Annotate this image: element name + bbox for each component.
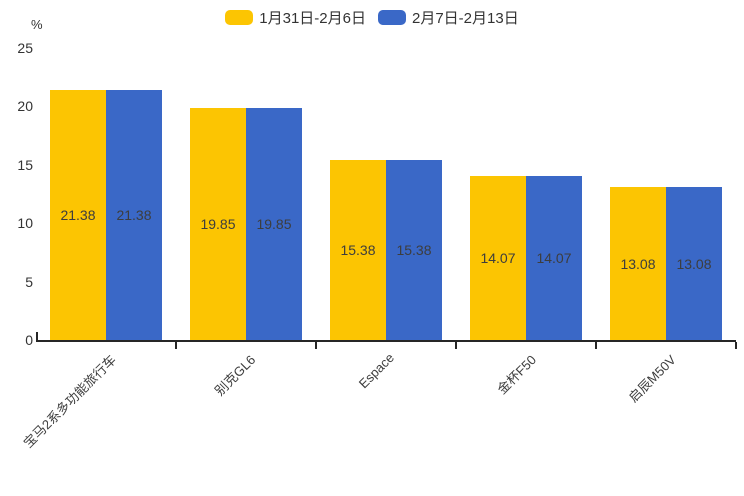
bar-value-label: 21.38	[116, 207, 152, 224]
bar-value-label: 15.38	[396, 242, 432, 259]
legend-item-2[interactable]: 2月7日-2月13日	[378, 7, 519, 28]
y-axis-tick-label: 25	[17, 40, 33, 56]
bar-value-label: 15.38	[340, 242, 376, 259]
x-axis-tick	[175, 342, 177, 349]
legend-swatch-icon	[378, 10, 406, 25]
y-axis-tick-label: 5	[25, 273, 33, 290]
bar-启辰M50V-series2: 13.08	[666, 187, 722, 340]
legend-item-1[interactable]: 1月31日-2月6日	[225, 7, 366, 28]
bar-Espace-series1: 15.38	[330, 160, 386, 340]
bar-金杯F50-series2: 14.07	[526, 175, 582, 340]
bar-value-label: 13.08	[620, 255, 656, 272]
bar-value-label: 19.85	[256, 216, 292, 233]
y-axis-tick-label: 10	[17, 215, 33, 232]
bar-宝马2系多功能旅行车-series1: 21.38	[50, 90, 106, 340]
bar-value-label: 13.08	[676, 255, 712, 272]
y-axis-line	[36, 332, 38, 341]
legend: 1月31日-2月6日 2月7日-2月13日	[0, 7, 744, 28]
bar-宝马2系多功能旅行车-series2: 21.38	[106, 90, 162, 340]
legend-swatch-icon	[225, 10, 254, 25]
bar-别克GL6-series2: 19.85	[246, 108, 302, 340]
x-axis-tick	[455, 342, 457, 349]
x-axis-tick	[315, 342, 317, 349]
bar-value-label: 14.07	[480, 249, 516, 266]
y-axis-tick-label: 15	[17, 156, 33, 173]
y-axis-unit-label: %	[31, 17, 43, 32]
x-axis-tick	[735, 342, 737, 349]
y-axis-tick-label: 20	[17, 98, 33, 115]
bar-Espace-series2: 15.38	[386, 160, 442, 340]
x-axis-category-label: 金杯F50	[493, 352, 539, 397]
y-axis-tick-label: 0	[25, 332, 33, 348]
legend-item-label: 1月31日-2月6日	[259, 10, 366, 27]
x-axis-category-label: 宝马2系多功能旅行车	[20, 352, 119, 451]
bar-value-label: 19.85	[200, 216, 236, 233]
x-axis-category-label: Espace	[355, 350, 397, 392]
x-axis-category-label: 别克GL6	[212, 352, 259, 399]
bar-value-label: 21.38	[60, 207, 96, 224]
x-axis-line	[36, 340, 736, 342]
x-axis-tick	[595, 342, 597, 349]
bar-启辰M50V-series1: 13.08	[610, 187, 666, 340]
bar-别克GL6-series1: 19.85	[190, 108, 246, 340]
legend-item-label: 2月7日-2月13日	[412, 10, 519, 27]
bar-value-label: 14.07	[536, 249, 572, 266]
x-axis-category-label: 启辰M50V	[625, 352, 679, 406]
bar-金杯F50-series1: 14.07	[470, 175, 526, 340]
